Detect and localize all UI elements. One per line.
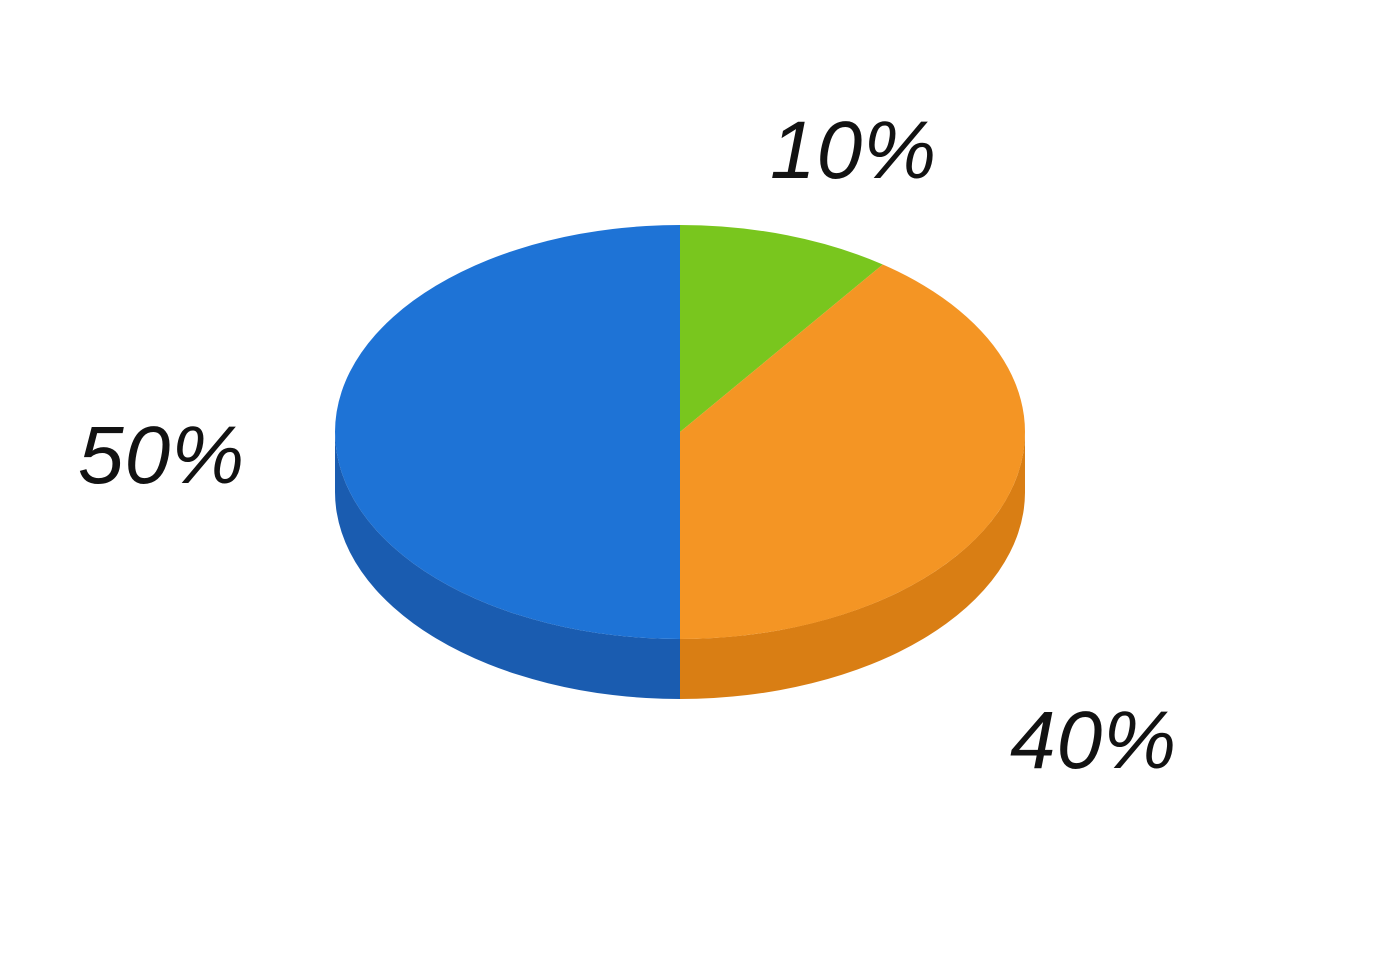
pie-slice-label-0: 10% xyxy=(770,110,937,192)
pie-slice-label-2: 50% xyxy=(78,415,245,497)
pie-chart-3d: 10% 40% 50% xyxy=(0,0,1400,980)
pie-slice-label-1: 40% xyxy=(1010,700,1177,782)
